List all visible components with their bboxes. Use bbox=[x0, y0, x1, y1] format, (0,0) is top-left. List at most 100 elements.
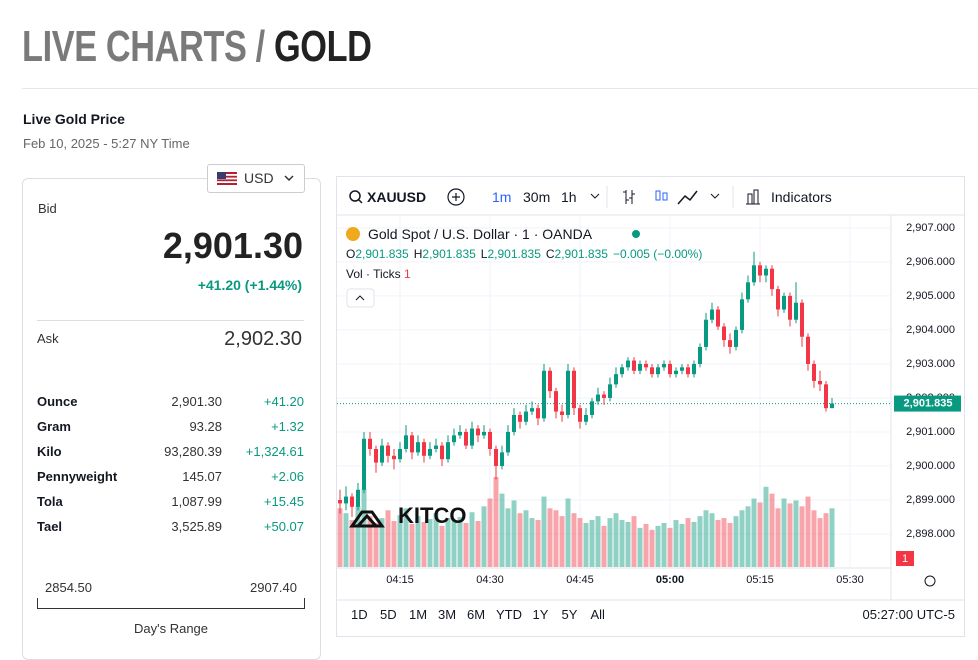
volume-bar bbox=[373, 522, 379, 567]
ohlc-legend: O2,901.835 H2,901.835 L2,901.835 C2,901.835… bbox=[346, 247, 702, 261]
volume-bar bbox=[751, 498, 757, 567]
x-tick-label: 05:00 bbox=[656, 574, 684, 586]
volume-bar bbox=[445, 518, 451, 567]
volume-bar bbox=[613, 513, 619, 567]
candle-body bbox=[650, 367, 654, 375]
candle-body bbox=[542, 370, 546, 419]
volume-bar bbox=[439, 525, 445, 567]
range-button[interactable]: All bbox=[590, 607, 605, 622]
range-button[interactable]: 1Y bbox=[532, 607, 549, 622]
indicators-icon[interactable] bbox=[746, 189, 760, 205]
range-button[interactable]: 5D bbox=[380, 607, 397, 622]
candle-body bbox=[374, 448, 378, 463]
volume-bar bbox=[553, 510, 559, 567]
chart: 1 2,898.000 2,899.000 2,900.000 2,901.000 2,… bbox=[337, 186, 965, 601]
volume-bar bbox=[529, 518, 535, 567]
candle-body bbox=[470, 428, 474, 446]
volume-bar bbox=[415, 516, 421, 567]
market-open-dot bbox=[632, 230, 640, 238]
range-button[interactable]: 1M bbox=[409, 607, 428, 622]
candle-body bbox=[740, 299, 744, 330]
panel-heading: Live Gold Price bbox=[23, 111, 125, 127]
indicators[interactable]: Indicators bbox=[771, 189, 832, 205]
candle-body bbox=[440, 445, 444, 460]
candle-body bbox=[380, 445, 384, 463]
candle-body bbox=[752, 265, 756, 283]
range-button[interactable]: 1D bbox=[351, 607, 368, 622]
candle-body bbox=[554, 391, 558, 412]
volume-bar bbox=[595, 516, 601, 567]
range-button[interactable]: 5Y bbox=[561, 607, 578, 622]
volume-bar bbox=[685, 518, 691, 567]
candles bbox=[338, 251, 834, 517]
candle-body bbox=[512, 414, 516, 432]
candle-body bbox=[446, 442, 450, 460]
volume-bar bbox=[643, 523, 649, 567]
currency-select[interactable]: USD bbox=[207, 164, 305, 193]
watermark: KITCO bbox=[398, 503, 466, 528]
volume-bar bbox=[787, 503, 793, 567]
range-label: Day's Range bbox=[133, 621, 209, 636]
y-tick-label: 2,900.000 bbox=[906, 460, 955, 472]
line-icon[interactable] bbox=[677, 190, 698, 205]
title-main: GOLD bbox=[273, 22, 372, 71]
volume-bar bbox=[427, 519, 433, 567]
x-tick-label: 04:15 bbox=[386, 574, 414, 586]
unit-change: +2.06 bbox=[271, 469, 304, 484]
candle-body bbox=[638, 363, 642, 371]
volume-bar bbox=[433, 513, 439, 567]
candle-body bbox=[830, 403, 834, 409]
interval-button[interactable]: 1m bbox=[492, 189, 512, 205]
chevrons bbox=[590, 193, 720, 199]
range-button[interactable]: 3M bbox=[438, 607, 457, 622]
timestamp: Feb 10, 2025 - 5:27 NY Time bbox=[23, 136, 190, 151]
volume-bar bbox=[541, 496, 547, 567]
page-title: LIVE CHARTS / GOLD bbox=[22, 22, 372, 72]
volume-bar bbox=[733, 516, 739, 567]
candle-body bbox=[518, 414, 522, 422]
volume-bar bbox=[793, 500, 799, 567]
symbol[interactable]: XAUUSD bbox=[367, 189, 427, 205]
plus-icon bbox=[452, 193, 460, 201]
volume bbox=[337, 477, 835, 567]
candle-body bbox=[410, 435, 414, 453]
volume-bar bbox=[379, 518, 385, 567]
ask-label: Ask bbox=[37, 331, 59, 346]
chevron bbox=[284, 175, 294, 182]
y-tick-label: 2,906.000 bbox=[906, 256, 955, 268]
interval-button[interactable]: 30m bbox=[523, 189, 551, 205]
candle-body bbox=[434, 445, 438, 449]
legend-title: Gold Spot / U.S. Dollar · 1 · OANDA bbox=[368, 226, 593, 242]
interval-button[interactable]: 1h bbox=[561, 189, 577, 205]
volume-bar bbox=[475, 521, 481, 567]
volume-bar bbox=[391, 521, 397, 567]
volume-bar bbox=[409, 523, 415, 567]
candle-body bbox=[524, 411, 528, 422]
collapse-button[interactable] bbox=[346, 288, 375, 308]
volume-bar bbox=[667, 527, 673, 567]
volume-bar bbox=[481, 506, 487, 567]
watermark-logo bbox=[349, 510, 385, 528]
settings-icon[interactable] bbox=[924, 575, 936, 587]
unit-change: +1,324.61 bbox=[245, 444, 304, 459]
volume-bar bbox=[805, 496, 811, 567]
ohlc-value: 2,901.835 bbox=[554, 247, 608, 261]
search-icon[interactable] bbox=[349, 190, 361, 202]
range-button[interactable]: 6M bbox=[467, 607, 486, 622]
y-tick-label: 2,904.000 bbox=[906, 324, 955, 336]
candle-body bbox=[458, 431, 462, 436]
candles-icon[interactable] bbox=[655, 190, 661, 201]
search-handle bbox=[358, 199, 363, 204]
volume-bar bbox=[397, 515, 403, 567]
unit-price: 93.28 bbox=[189, 419, 222, 434]
currency: USD bbox=[244, 170, 274, 186]
last-price-label: 2,901.835 bbox=[904, 397, 953, 409]
range-button[interactable]: YTD bbox=[496, 607, 522, 622]
volume-bar bbox=[499, 493, 505, 567]
ohlc-key: H bbox=[413, 247, 423, 261]
bars-icon[interactable] bbox=[623, 190, 635, 204]
ohlc-value: 2,901.835 bbox=[422, 247, 476, 261]
add-symbol[interactable] bbox=[447, 188, 465, 206]
volume-bar bbox=[535, 520, 541, 567]
badge-text: 1 bbox=[902, 553, 908, 565]
